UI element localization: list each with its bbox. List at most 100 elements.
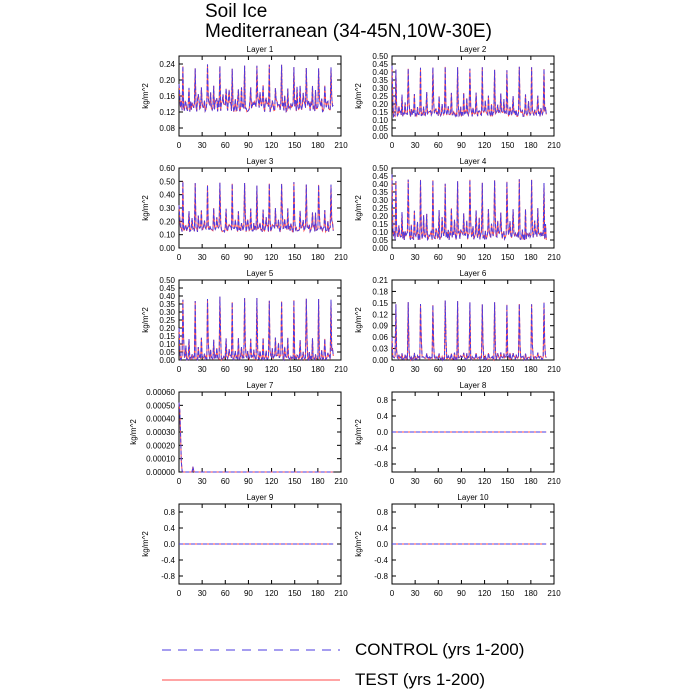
layer-10-xtick-label: 210 — [547, 589, 561, 598]
layer-1-xtick-label: 0 — [177, 141, 182, 150]
layer-9-ytick-label: 0.4 — [164, 524, 176, 533]
layer-4-ytick-label: 0.05 — [372, 236, 388, 245]
layer-4-xtick-label: 180 — [524, 253, 538, 262]
layer-3-xtick-label: 90 — [244, 253, 253, 262]
layer-6-ytick-label: 0.18 — [372, 287, 388, 296]
layer-4-ytick-label: 0.40 — [372, 180, 388, 189]
layer-10-xtick-label: 60 — [434, 589, 443, 598]
layer-7-xtick-label: 90 — [244, 477, 253, 486]
layer-2-panel: Layer 2 kg/m^2 0 30 60 90 120 150 180 210 0.000.05… — [354, 45, 561, 150]
layer-1-ytick-label: 0.24 — [159, 60, 175, 69]
layer-5-control-line — [178, 296, 334, 362]
layer-5-xtick-label: 180 — [311, 365, 325, 374]
layer-5-ytick-label: 0.10 — [159, 340, 175, 349]
layer-8-ytick-label: 0.4 — [377, 412, 389, 421]
layer-4-xtick-label: 120 — [478, 253, 492, 262]
layer-3-xtick-label: 60 — [221, 253, 230, 262]
layer-2-ytick-label: 0.40 — [372, 68, 388, 77]
layer-2-xtick-label: 0 — [390, 141, 395, 150]
layer-3-xtick-label: 0 — [177, 253, 182, 262]
layer-7-control-line — [178, 402, 334, 473]
layer-6-ytick-label: 0.00 — [372, 356, 388, 365]
layer-4-ytick-label: 0.20 — [372, 212, 388, 221]
layer-8-title: Layer 8 — [460, 381, 487, 390]
layer-9-xtick-label: 0 — [177, 589, 182, 598]
layer-1-xtick-label: 210 — [334, 141, 348, 150]
layer-2-ytick-label: 0.20 — [372, 100, 388, 109]
layer-5-ytick-label: 0.15 — [159, 332, 175, 341]
layer-1-xtick-label: 150 — [288, 141, 302, 150]
layer-6-frame — [391, 279, 555, 361]
layer-9-xtick-label: 180 — [311, 589, 325, 598]
layer-5-ytick-label: 0.45 — [159, 284, 175, 293]
layer-2-xtick-label: 60 — [434, 141, 443, 150]
layer-6-xtick-label: 120 — [478, 365, 492, 374]
layer-9-xtick-label: 150 — [288, 589, 302, 598]
layer-10-ytick-label: 0.0 — [377, 540, 389, 549]
layer-4-ytick-label: 0.35 — [372, 188, 388, 197]
layer-3-xtick-label: 120 — [265, 253, 279, 262]
legend-test: TEST (yrs 1-200) — [160, 668, 540, 692]
layer-9-title: Layer 9 — [247, 493, 274, 502]
layer-2-ytick-label: 0.10 — [372, 116, 388, 125]
layer-7-ytick-label: 0.00010 — [146, 455, 175, 464]
layer-3-title: Layer 3 — [247, 157, 274, 166]
layer-9-ytick-label: 0.0 — [164, 540, 176, 549]
layer-4-xtick-label: 150 — [501, 253, 515, 262]
layer-8-ylabel: kg/m^2 — [354, 419, 363, 445]
layer-2-ytick-label: 0.45 — [372, 60, 388, 69]
layer-5-frame — [178, 279, 342, 361]
layer-2-ytick-label: 0.15 — [372, 108, 388, 117]
layer-4-title: Layer 4 — [460, 157, 487, 166]
layer-9-xtick-label: 120 — [265, 589, 279, 598]
layer-9-ylabel: kg/m^2 — [141, 531, 150, 557]
layer-6-xtick-label: 210 — [547, 365, 561, 374]
layer-6-ytick-label: 0.21 — [372, 276, 388, 285]
layer-7-title: Layer 7 — [247, 381, 274, 390]
layer-1-xtick-label: 180 — [311, 141, 325, 150]
layer-3-xtick-label: 180 — [311, 253, 325, 262]
layer-9-ytick-label: 0.8 — [164, 508, 176, 517]
layer-1-ytick-label: 0.08 — [159, 124, 175, 133]
layer-7-xtick-label: 150 — [288, 477, 302, 486]
layer-10-ytick-label: -0.4 — [374, 556, 388, 565]
layer-3-xtick-label: 150 — [288, 253, 302, 262]
layer-5-ytick-label: 0.35 — [159, 300, 175, 309]
layer-10-xtick-label: 150 — [501, 589, 515, 598]
layer-8-ytick-label: 0.8 — [377, 396, 389, 405]
layer-2-ytick-label: 0.50 — [372, 52, 388, 61]
layer-1-ylabel: kg/m^2 — [141, 83, 150, 109]
layer-4-ytick-label: 0.00 — [372, 244, 388, 253]
layer-4-ytick-label: 0.30 — [372, 196, 388, 205]
layer-2-control-line — [391, 65, 547, 118]
layer-1-xtick-label: 120 — [265, 141, 279, 150]
layer-6-xtick-label: 60 — [434, 365, 443, 374]
layer-5-xtick-label: 150 — [288, 365, 302, 374]
layer-5-xtick-label: 210 — [334, 365, 348, 374]
layer-4-xtick-label: 60 — [434, 253, 443, 262]
layer-1-panel: Layer 1 kg/m^2 0 30 60 90 120 150 180 210 0.08 0.12… — [141, 45, 348, 150]
layer-9-xtick-label: 90 — [244, 589, 253, 598]
layer-10-xtick-label: 30 — [411, 589, 420, 598]
layer-2-ytick-label: 0.00 — [372, 132, 388, 141]
layer-4-control-line — [391, 174, 547, 241]
layer-8-ytick-label: -0.4 — [374, 444, 388, 453]
layer-5-xtick-label: 30 — [198, 365, 207, 374]
layer-6-xtick-label: 150 — [501, 365, 515, 374]
layer-8-ytick-label: -0.8 — [374, 460, 388, 469]
layer-2-frame — [391, 55, 555, 137]
layer-7-ytick-label: 0.00040 — [146, 415, 175, 424]
legend-test-label: TEST (yrs 1-200) — [355, 670, 486, 689]
layer-4-ylabel: kg/m^2 — [354, 195, 363, 221]
layer-10-xtick-label: 0 — [390, 589, 395, 598]
layer-5-ytick-label: 0.20 — [159, 324, 175, 333]
layer-5-xtick-label: 90 — [244, 365, 253, 374]
layer-3-panel: Layer 3 kg/m^2 0 30 60 90 120 150 180 210 0.00 0.10… — [141, 157, 348, 262]
layer-2-xtick-label: 180 — [524, 141, 538, 150]
layer-2-xtick-label: 210 — [547, 141, 561, 150]
layer-5-xtick-label: 60 — [221, 365, 230, 374]
layer-4-ytick-label: 0.10 — [372, 228, 388, 237]
layer-2-xtick-label: 150 — [501, 141, 515, 150]
layer-9-panel: Layer 9 kg/m^2 0 30 60 90 120 150 180 210 -0.8 -0.4… — [141, 493, 348, 598]
